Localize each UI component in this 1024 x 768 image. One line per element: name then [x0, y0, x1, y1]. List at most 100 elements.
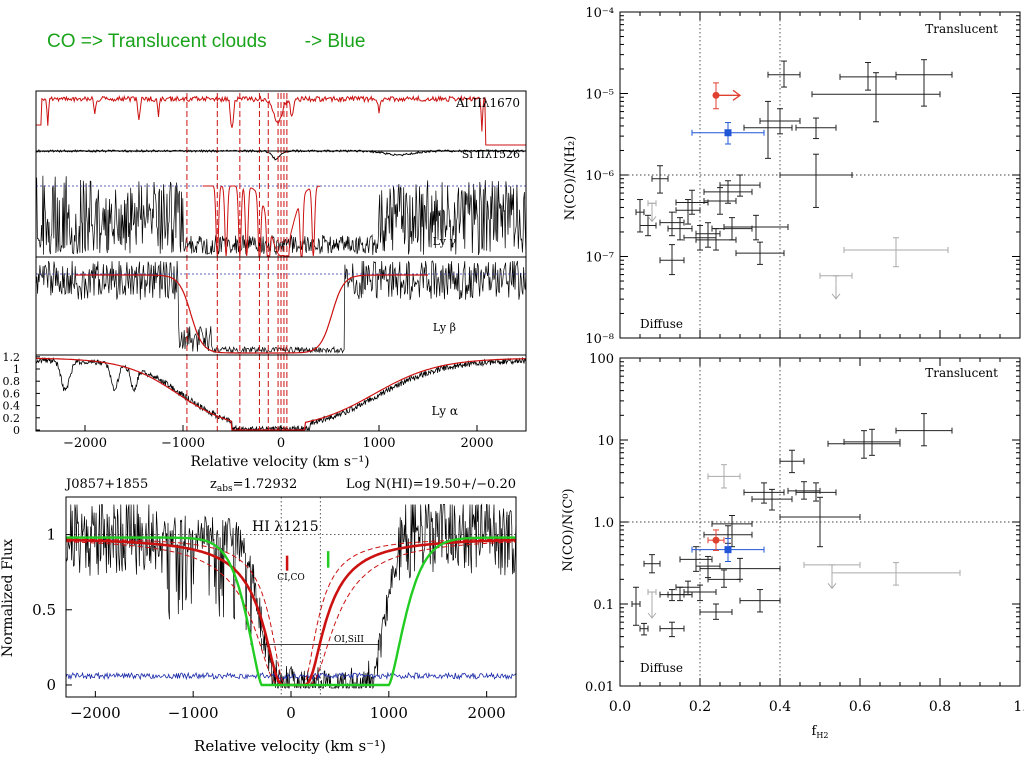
A-ytick-label: 0.6: [3, 387, 21, 400]
B-xtick-label: 2000: [468, 704, 506, 722]
data-point: [675, 189, 709, 215]
data-point: [699, 557, 781, 580]
ytick-label: 0.01: [585, 680, 614, 695]
B-data: [65, 503, 517, 690]
slide-headline: CO => Translucent clouds -> Blue: [47, 31, 365, 53]
A-xtick-label: 1000: [362, 436, 395, 451]
data-point: [751, 488, 793, 511]
data-point: [659, 621, 685, 638]
data-point: [643, 554, 661, 574]
data-point: [819, 272, 853, 300]
lyb-model: [75, 274, 428, 354]
A-ytick-label: 1: [13, 363, 20, 376]
data-point: [703, 180, 753, 204]
data-point: [639, 622, 649, 636]
data-point: [843, 428, 901, 456]
data-point: [779, 449, 805, 474]
data-point: [723, 214, 789, 241]
B-ytick-label: 0.5: [32, 601, 56, 619]
D-xtick-label: 0.0: [609, 699, 631, 715]
data-point: [739, 589, 781, 613]
B-ytick-label: 0: [46, 676, 56, 694]
B-ytick-label: 1: [46, 526, 56, 544]
data-point: [707, 529, 725, 551]
A-ytick-label: 0.4: [3, 400, 21, 413]
B-model-red-low: [66, 538, 516, 686]
data-point: [691, 122, 765, 145]
data-point: [699, 603, 733, 620]
C-ylabel: N(CO)/N(H₂): [563, 136, 578, 221]
limit-arrowhead: [647, 216, 657, 223]
B-xtick-label: 0: [286, 704, 296, 722]
blue-square-marker: [724, 546, 732, 554]
data-point: [767, 60, 801, 88]
label-si2: Si IIλ1526: [462, 148, 520, 161]
headline-left: CO => Translucent clouds: [47, 31, 267, 52]
data-point: [707, 464, 741, 489]
B-xlabel: Relative velocity (km s⁻¹): [194, 737, 386, 755]
data-point: [675, 199, 701, 225]
B-header-right: Log N(HI)=19.50+/−0.20: [346, 477, 516, 492]
hi1215-profile: J0857+1855 zabs=1.72932 Log N(HI)=19.50+…: [0, 477, 517, 755]
C-label-top: Translucent: [925, 22, 998, 36]
B-header-left: J0857+1855: [64, 477, 148, 492]
data-point: [647, 589, 657, 619]
data-point: [683, 584, 717, 602]
data-point: [779, 496, 861, 548]
ytick-label: 0.1: [593, 598, 614, 613]
ytick-label: 10⁻⁵: [585, 88, 614, 103]
ytick-label: 10⁻⁷: [585, 251, 614, 266]
data-point: [895, 59, 953, 107]
D-xtick-label: 0.6: [849, 699, 871, 715]
data-point: [735, 241, 785, 265]
co-c0-ratio-plot: Translucent Diffuse 0.01 0.1 1.0 10 100 0.0 0…: [561, 352, 1024, 740]
blue-square-marker: [724, 129, 732, 137]
data-point: [795, 117, 837, 140]
A-xtick-label: 0: [277, 436, 285, 451]
data-point: [831, 562, 961, 586]
ytick-label: 10: [597, 434, 614, 449]
stacked-velocity-profiles: Al IIλ1670 Si IIλ1526 Ly γ Ly β Ly α −20…: [3, 90, 527, 470]
data-point: [711, 217, 753, 241]
label-lyb: Ly β: [433, 321, 456, 334]
B-error: [65, 671, 517, 681]
data-point: [839, 62, 897, 91]
label-lyg: Ly γ: [433, 235, 457, 248]
data-point: [679, 546, 713, 572]
D-label-top: Translucent: [925, 366, 998, 380]
data-point: [659, 244, 685, 276]
B-xtick-label: −2000: [70, 704, 121, 722]
data-point: [695, 228, 737, 251]
data-point: [743, 100, 793, 159]
A-xtick-label: 2000: [460, 436, 493, 451]
D-xtick-label: 1.: [1013, 699, 1024, 715]
D-xlabel: fH2: [812, 724, 829, 740]
A-ytick-label: 0.8: [3, 375, 21, 388]
ytick-label: 10⁻⁴: [585, 6, 614, 21]
data-point: [667, 217, 693, 241]
label-lya: Ly α: [432, 404, 458, 418]
C-label-bottom: Diffuse: [640, 317, 683, 331]
B-xtick-label: 1000: [370, 704, 408, 722]
red-circle-marker: [712, 536, 720, 544]
label-al2: Al IIλ1670: [455, 96, 520, 110]
data-point: [631, 586, 641, 626]
ytick-label: 100: [589, 352, 614, 367]
data-point: [719, 174, 761, 197]
ytick-label: 10⁻⁶: [585, 169, 614, 184]
data-point: [827, 430, 901, 459]
data-point: [787, 481, 821, 500]
data-point: [651, 165, 669, 194]
A-xtick-label: −1000: [161, 436, 205, 451]
A-ytick-label: 1.2: [3, 351, 21, 364]
data-point: [691, 537, 765, 562]
data-point: [843, 237, 949, 268]
data-point: [647, 200, 657, 223]
headline-right: -> Blue: [304, 31, 366, 52]
D-ylabel: N(CO)/N(C⁰): [561, 488, 576, 571]
B-annotation: HI λ1215: [252, 519, 319, 535]
B-model-red: [66, 538, 517, 687]
co-h2-ratio-plot: Translucent Diffuse 10⁻⁸ 10⁻⁷ 10⁻⁶ 10⁻⁵ 10⁻⁴…: [563, 6, 1021, 347]
data-point: [639, 214, 657, 237]
data-point: [759, 108, 801, 135]
